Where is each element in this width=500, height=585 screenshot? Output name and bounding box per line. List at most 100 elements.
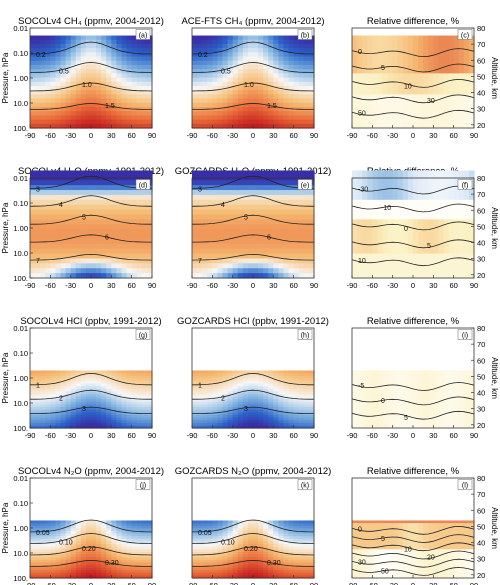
field-cell	[268, 370, 274, 374]
field-cell	[30, 69, 36, 74]
field-cell	[116, 422, 123, 426]
field-cell	[197, 407, 203, 411]
field-cell	[202, 111, 208, 116]
field-cell	[428, 412, 434, 416]
field-cell	[197, 375, 203, 379]
field-cell	[50, 102, 57, 108]
field-cell	[227, 194, 234, 201]
field-cell	[352, 417, 358, 421]
field-cell	[227, 60, 234, 66]
field-cell	[80, 69, 87, 74]
field-cell	[60, 209, 67, 216]
field-cell	[407, 102, 414, 108]
field-cell	[197, 420, 203, 424]
field-cell	[433, 401, 440, 406]
field-cell	[91, 214, 97, 220]
field-cell	[352, 90, 358, 95]
field-cell	[111, 224, 118, 230]
field-cell	[237, 417, 244, 421]
field-cell	[242, 199, 249, 206]
field-cell	[438, 81, 445, 87]
field-cell	[197, 386, 203, 390]
field-cell	[352, 170, 358, 176]
field-cell	[443, 394, 450, 398]
field-cell	[121, 399, 128, 403]
field-cell	[362, 85, 368, 91]
field-cell	[247, 115, 254, 121]
field-cell	[293, 204, 300, 211]
field-cell	[126, 263, 133, 269]
field-cell	[352, 388, 358, 392]
pressure-axis-label: Pressure, hPa	[1, 352, 10, 403]
field-cell	[101, 399, 107, 403]
field-cell	[192, 407, 198, 411]
field-cell	[70, 407, 77, 411]
field-cell	[407, 106, 414, 112]
field-cell	[60, 243, 67, 250]
field-cell	[85, 386, 92, 390]
field-cell	[382, 425, 389, 429]
field-cell	[377, 90, 384, 95]
field-cell	[106, 115, 112, 121]
field-cell	[263, 224, 269, 230]
field-cell	[197, 243, 203, 250]
field-cell	[253, 404, 259, 408]
field-cell	[263, 194, 269, 201]
field-cell	[116, 199, 123, 206]
field-cell	[30, 199, 36, 206]
field-cell	[428, 106, 434, 112]
field-cell	[362, 391, 368, 395]
field-cell	[283, 194, 290, 201]
field-cell	[101, 229, 107, 235]
field-cell	[288, 370, 295, 374]
field-cell	[96, 253, 102, 260]
field-cell	[268, 219, 274, 225]
contour-label: 0	[404, 226, 408, 233]
field-cell	[362, 234, 368, 240]
field-cell	[126, 373, 133, 377]
field-cell	[308, 170, 315, 176]
field-cell	[253, 56, 259, 62]
field-cell	[273, 396, 280, 400]
field-cell	[258, 248, 264, 255]
field-cell	[407, 407, 414, 411]
field-cell	[377, 268, 384, 274]
field-cell	[293, 391, 300, 395]
field-cell	[232, 48, 239, 53]
field-cell	[293, 243, 300, 250]
field-cell	[273, 81, 280, 87]
field-cell	[278, 243, 285, 250]
field-cell	[136, 94, 143, 100]
field-cell	[207, 123, 213, 129]
field-cell	[65, 185, 72, 191]
field-cell	[453, 224, 460, 230]
field-cell	[242, 407, 249, 411]
field-cell	[428, 391, 434, 395]
field-cell	[35, 373, 41, 377]
field-cell	[141, 204, 148, 211]
field-cell	[70, 388, 77, 392]
field-cell	[253, 380, 259, 385]
field-cell	[377, 273, 384, 279]
field-cell	[55, 258, 62, 264]
field-cell	[382, 422, 389, 426]
field-cell	[402, 98, 409, 104]
field-cell	[65, 399, 72, 403]
field-cell	[443, 123, 450, 129]
field-cell	[418, 407, 424, 411]
field-cell	[91, 412, 97, 416]
field-cell	[65, 119, 72, 125]
field-cell	[298, 123, 305, 129]
field-cell	[268, 180, 274, 186]
field-cell	[242, 238, 249, 245]
field-cell	[263, 412, 269, 416]
field-cell	[237, 248, 244, 255]
field-cell	[258, 35, 264, 41]
field-cell	[207, 73, 213, 79]
field-cell	[197, 401, 203, 406]
field-cell	[192, 39, 198, 45]
field-cell	[428, 214, 434, 220]
field-cell	[75, 180, 82, 186]
field-cell	[40, 194, 46, 201]
field-cell	[362, 394, 368, 398]
